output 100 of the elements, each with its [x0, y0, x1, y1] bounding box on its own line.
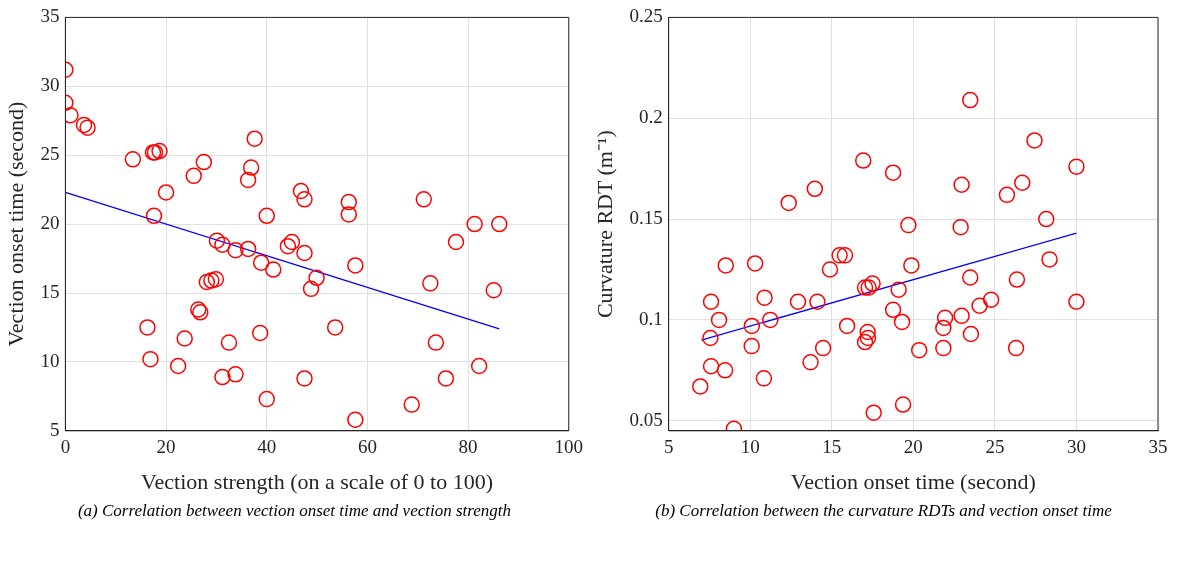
- x-tick-label: 100: [554, 436, 583, 458]
- point: [953, 176, 970, 194]
- y-tick-label: 0.25: [629, 5, 663, 27]
- text: (b) Correlation between the curvature RDTs and vection onset time: [654, 500, 1113, 522]
- point: [890, 281, 907, 298]
- point: [998, 186, 1016, 204]
- point: [743, 337, 760, 355]
- point: [1026, 132, 1043, 149]
- point: [900, 216, 917, 234]
- point: [279, 237, 297, 255]
- y-axis-title: Curvature RDT (m⁻¹): [591, 130, 617, 319]
- point: [185, 167, 202, 185]
- point: [746, 255, 764, 272]
- point: [1014, 174, 1031, 192]
- point: [485, 281, 502, 299]
- y-tick-label: 20: [40, 212, 60, 234]
- y-axis-title: Vection onset time (second): [2, 101, 28, 347]
- point: [1041, 251, 1058, 268]
- point: [145, 207, 163, 225]
- point: [802, 353, 819, 371]
- point: [756, 289, 773, 306]
- y-tick-label: 15: [40, 280, 60, 302]
- point: [910, 341, 928, 359]
- point: [903, 257, 920, 274]
- point: [1068, 293, 1085, 310]
- point: [702, 293, 720, 310]
- point: [220, 334, 238, 351]
- point: [75, 116, 93, 134]
- point: [702, 358, 720, 375]
- point: [836, 247, 854, 264]
- point: [242, 159, 260, 176]
- point: [239, 240, 257, 258]
- y-tick-label: 0.1: [638, 307, 663, 329]
- point: [716, 362, 734, 379]
- y-tick-label: 5: [49, 418, 60, 440]
- point: [780, 194, 797, 212]
- point: [340, 206, 358, 223]
- y-tick-label: 0.15: [629, 207, 663, 229]
- point: [283, 233, 301, 251]
- point: [258, 390, 275, 408]
- x-tick-label: 0: [60, 436, 71, 458]
- point: [1038, 210, 1055, 228]
- point: [491, 215, 508, 233]
- point: [308, 269, 325, 287]
- point: [936, 309, 954, 327]
- point: [227, 366, 244, 383]
- point: [859, 323, 876, 341]
- point: [296, 244, 313, 262]
- x-axis-title: Vection strength (on a scale of 0 to 100): [141, 468, 494, 494]
- y-tick-label: 0.2: [638, 106, 663, 128]
- point: [347, 411, 364, 429]
- x-tick-label: 60: [357, 436, 377, 458]
- point: [403, 396, 420, 413]
- x-axis-title: Vection onset time (second): [790, 468, 1036, 494]
- text: (a) Correlation between vection onset time and vection strength: [76, 500, 513, 522]
- point: [326, 319, 344, 336]
- point: [151, 142, 168, 160]
- point: [894, 396, 912, 413]
- point: [427, 334, 445, 351]
- point: [157, 184, 175, 201]
- point: [1068, 158, 1085, 175]
- y-tick-label: 10: [40, 349, 60, 371]
- point: [838, 317, 856, 335]
- point: [831, 247, 848, 264]
- x-tick-label: 35: [1148, 436, 1168, 458]
- point: [855, 152, 872, 169]
- point: [139, 319, 156, 336]
- point: [470, 357, 488, 375]
- point: [347, 257, 364, 274]
- x-tick-label: 25: [985, 436, 1005, 458]
- point: [296, 370, 313, 387]
- x-tick-label: 30: [1066, 436, 1086, 458]
- point: [214, 236, 231, 254]
- point: [860, 279, 877, 296]
- point: [422, 275, 439, 292]
- point: [246, 130, 263, 147]
- y-tick-label: 25: [40, 143, 60, 165]
- point: [953, 307, 970, 325]
- point: [789, 293, 807, 310]
- point: [208, 232, 226, 249]
- point: [176, 330, 193, 347]
- point: [893, 313, 911, 331]
- point: [952, 218, 969, 236]
- point: [865, 404, 882, 421]
- point: [169, 357, 187, 375]
- x-tick-label: 10: [740, 436, 760, 458]
- point: [864, 275, 881, 292]
- point: [195, 153, 213, 171]
- point: [198, 273, 216, 291]
- x-tick-label: 40: [257, 436, 277, 458]
- point: [124, 151, 142, 168]
- point: [203, 272, 220, 289]
- point: [239, 171, 257, 189]
- point: [142, 350, 159, 368]
- point: [302, 280, 320, 298]
- point: [1007, 339, 1025, 357]
- point: [962, 269, 979, 286]
- point: [717, 257, 734, 274]
- point: [340, 193, 358, 211]
- point: [755, 370, 773, 387]
